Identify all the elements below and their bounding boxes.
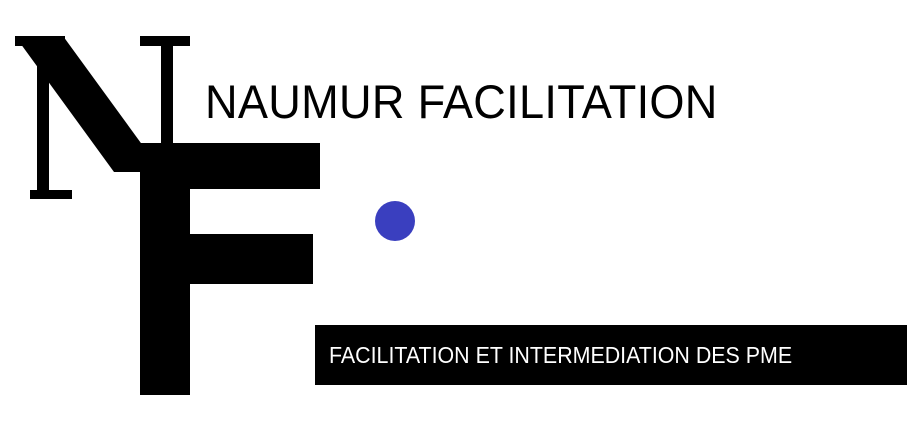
accent-dot — [375, 201, 415, 241]
tagline: FACILITATION ET INTERMEDIATION DES PME — [329, 342, 793, 368]
nf-monogram — [15, 36, 320, 395]
monogram-letter-f — [140, 143, 320, 395]
monogram-letter-n — [15, 36, 190, 199]
tagline-bar: FACILITATION ET INTERMEDIATION DES PME — [315, 325, 907, 385]
company-name: NAUMUR FACILITATION — [205, 75, 718, 128]
